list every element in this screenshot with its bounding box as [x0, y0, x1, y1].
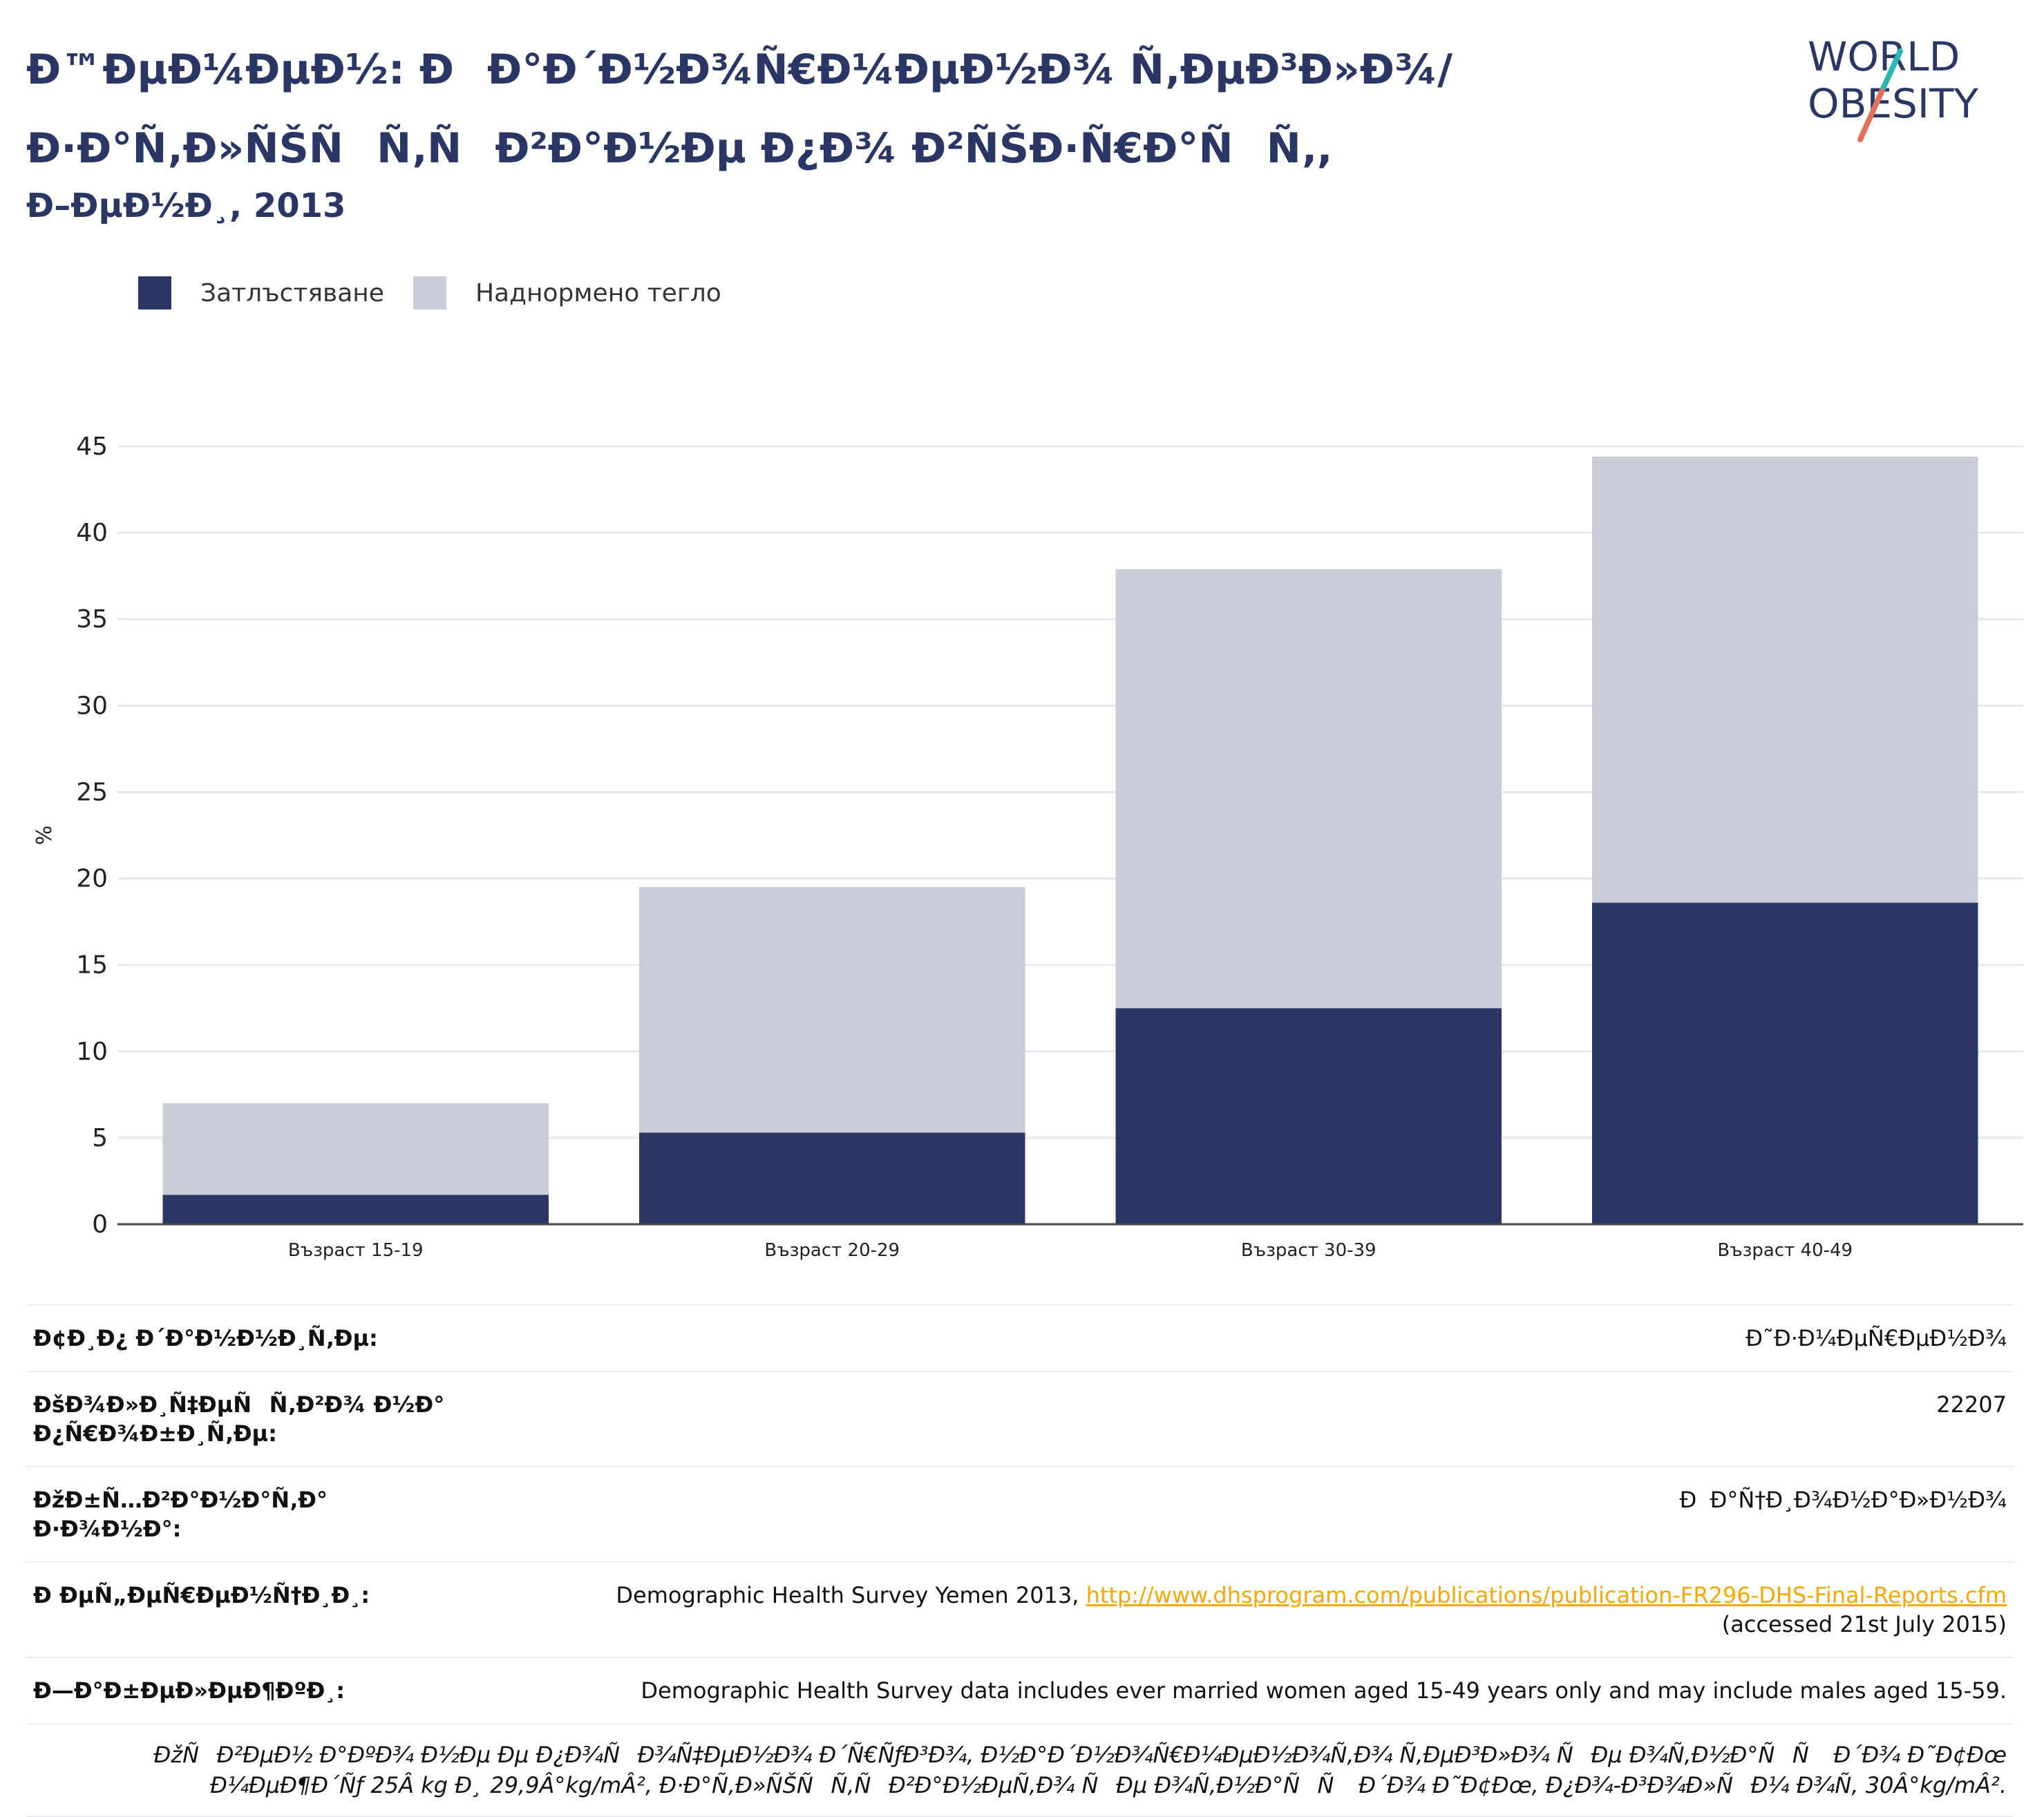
- x-tick-label: Възраст 20-29: [764, 1240, 900, 1261]
- x-tick-label: Възраст 30-39: [1241, 1240, 1376, 1261]
- y-tick-label: 15: [76, 951, 108, 980]
- table-row-sample-size: ÐšÐ¾Ð»Ð¸Ñ‡ÐµÑÑ‚Ð²Ð¾ Ð½Ð° Ð¿Ñ€Ð¾Ð±Ð¸Ñ‚Ðµ…: [26, 1371, 2014, 1466]
- metadata-table: Ð¢Ð¸Ð¿ Ð´Ð°Ð½Ð½Ð¸Ñ‚Ðµ: Ð˜Ð·Ð¼ÐµÑ€ÐµÐ½Ð¾ …: [26, 1304, 2014, 1817]
- chart-subtitle: Ð–ÐµÐ½Ð¸, 2013: [26, 187, 346, 225]
- legend-swatch-obesity: [138, 276, 171, 310]
- legend-item-overweight: Наднормено тегло: [413, 276, 721, 310]
- y-tick-label: 10: [76, 1038, 108, 1066]
- row-value: Demographic Health Survey data includes …: [641, 1677, 2007, 1704]
- logo-line2: OBESITY: [1808, 80, 1978, 127]
- reference-text: Demographic Health Survey Yemen 2013,: [616, 1582, 1086, 1608]
- bar-overweight: [1592, 457, 1978, 903]
- table-row-data-type: Ð¢Ð¸Ð¿ Ð´Ð°Ð½Ð½Ð¸Ñ‚Ðµ: Ð˜Ð·Ð¼ÐµÑ€ÐµÐ½Ð¾: [26, 1304, 2014, 1371]
- legend-swatch-overweight: [413, 276, 446, 310]
- table-row-area: ÐžÐ±Ñ…Ð²Ð°Ð½Ð°Ñ‚Ð° Ð·Ð¾Ð½Ð°: ÐÐ°Ñ†Ð¸Ð¾Ð…: [26, 1466, 2014, 1561]
- world-obesity-logo: WORLD OBESITY: [1808, 33, 1978, 142]
- y-tick-label: 0: [92, 1210, 108, 1239]
- y-tick-label: 40: [76, 519, 108, 547]
- row-label: Ð¢Ð¸Ð¿ Ð´Ð°Ð½Ð½Ð¸Ñ‚Ðµ:: [33, 1325, 378, 1351]
- table-row-notes: Ð—Ð°Ð±ÐµÐ»ÐµÐ¶ÐºÐ¸: Demographic Health S…: [26, 1657, 2014, 1723]
- y-tick-label: 25: [76, 778, 108, 806]
- y-tick-label: 45: [76, 432, 108, 461]
- y-tick-label: 35: [76, 605, 108, 634]
- bar-obesity: [1115, 1008, 1502, 1224]
- row-label: Ð ÐµÑ„ÐµÑ€ÐµÐ½Ñ†Ð¸Ð¸:: [33, 1582, 370, 1608]
- bar-overweight: [639, 887, 1025, 1133]
- legend-item-obesity: Затлъстяване: [138, 276, 384, 310]
- row-label: Ð—Ð°Ð±ÐµÐ»ÐµÐ¶ÐºÐ¸:: [33, 1677, 346, 1704]
- chart-title: Ð™ÐµÐ¼ÐµÐ½: ÐÐ°Ð´Ð½Ð¾Ñ€Ð¼ÐµÐ½Ð¾ Ñ‚ÐµÐ³Ð…: [26, 46, 1453, 173]
- row-label: ÐšÐ¾Ð»Ð¸Ñ‡ÐµÑÑ‚Ð²Ð¾ Ð½Ð° Ð¿Ñ€Ð¾Ð±Ð¸Ñ‚Ðµ…: [33, 1391, 445, 1447]
- y-axis-label: %: [32, 826, 57, 846]
- legend-label-overweight: Наднормено тегло: [475, 278, 721, 307]
- x-tick-label: Възраст 15-19: [288, 1240, 424, 1261]
- y-tick-label: 30: [76, 692, 108, 720]
- row-label: ÐžÐ±Ñ…Ð²Ð°Ð½Ð°Ñ‚Ð° Ð·Ð¾Ð½Ð°:: [33, 1487, 328, 1542]
- reference-link[interactable]: http://www.dhsprogram.com/publications/p…: [1086, 1582, 2007, 1608]
- x-tick-label: Възраст 40-49: [1717, 1240, 1853, 1261]
- y-tick-label: 20: [76, 865, 108, 893]
- y-tick-label: 5: [92, 1124, 108, 1152]
- table-row-references: Ð ÐµÑ„ÐµÑ€ÐµÐ½Ñ†Ð¸Ð¸: Demographic Health…: [26, 1561, 2014, 1657]
- reference-accessed: (accessed 21st July 2015): [1721, 1611, 2007, 1637]
- row-value: Ð˜Ð·Ð¼ÐµÑ€ÐµÐ½Ð¾: [1745, 1325, 2007, 1351]
- logo-line1: WORLD: [1808, 33, 1960, 80]
- bar-overweight: [1115, 569, 1502, 1009]
- footnote: ÐžÑÐ²ÐµÐ½ Ð°ÐºÐ¾ Ð½Ðµ Ðµ Ð¿Ð¾ÑÐ¾Ñ‡ÐµÐ½…: [26, 1723, 2014, 1817]
- chart-legend: Затлъстяване Наднормено тегло: [138, 276, 750, 310]
- legend-label-obesity: Затлъстяване: [200, 278, 384, 307]
- row-value: ÐÐ°Ñ†Ð¸Ð¾Ð½Ð°Ð»Ð½Ð¾: [1679, 1487, 2007, 1513]
- bar-chart: 0 5 10 15 20 25 30 35 40 45% Възраст 15-19 Възраст …: [32, 432, 2023, 1261]
- bar-obesity: [162, 1195, 549, 1224]
- row-value: Demographic Health Survey Yemen 2013, ht…: [616, 1581, 2007, 1639]
- bar-overweight: [162, 1103, 549, 1195]
- bar-obesity: [1592, 902, 1978, 1224]
- row-value: 22207: [1936, 1391, 2007, 1418]
- bar-obesity: [639, 1132, 1025, 1224]
